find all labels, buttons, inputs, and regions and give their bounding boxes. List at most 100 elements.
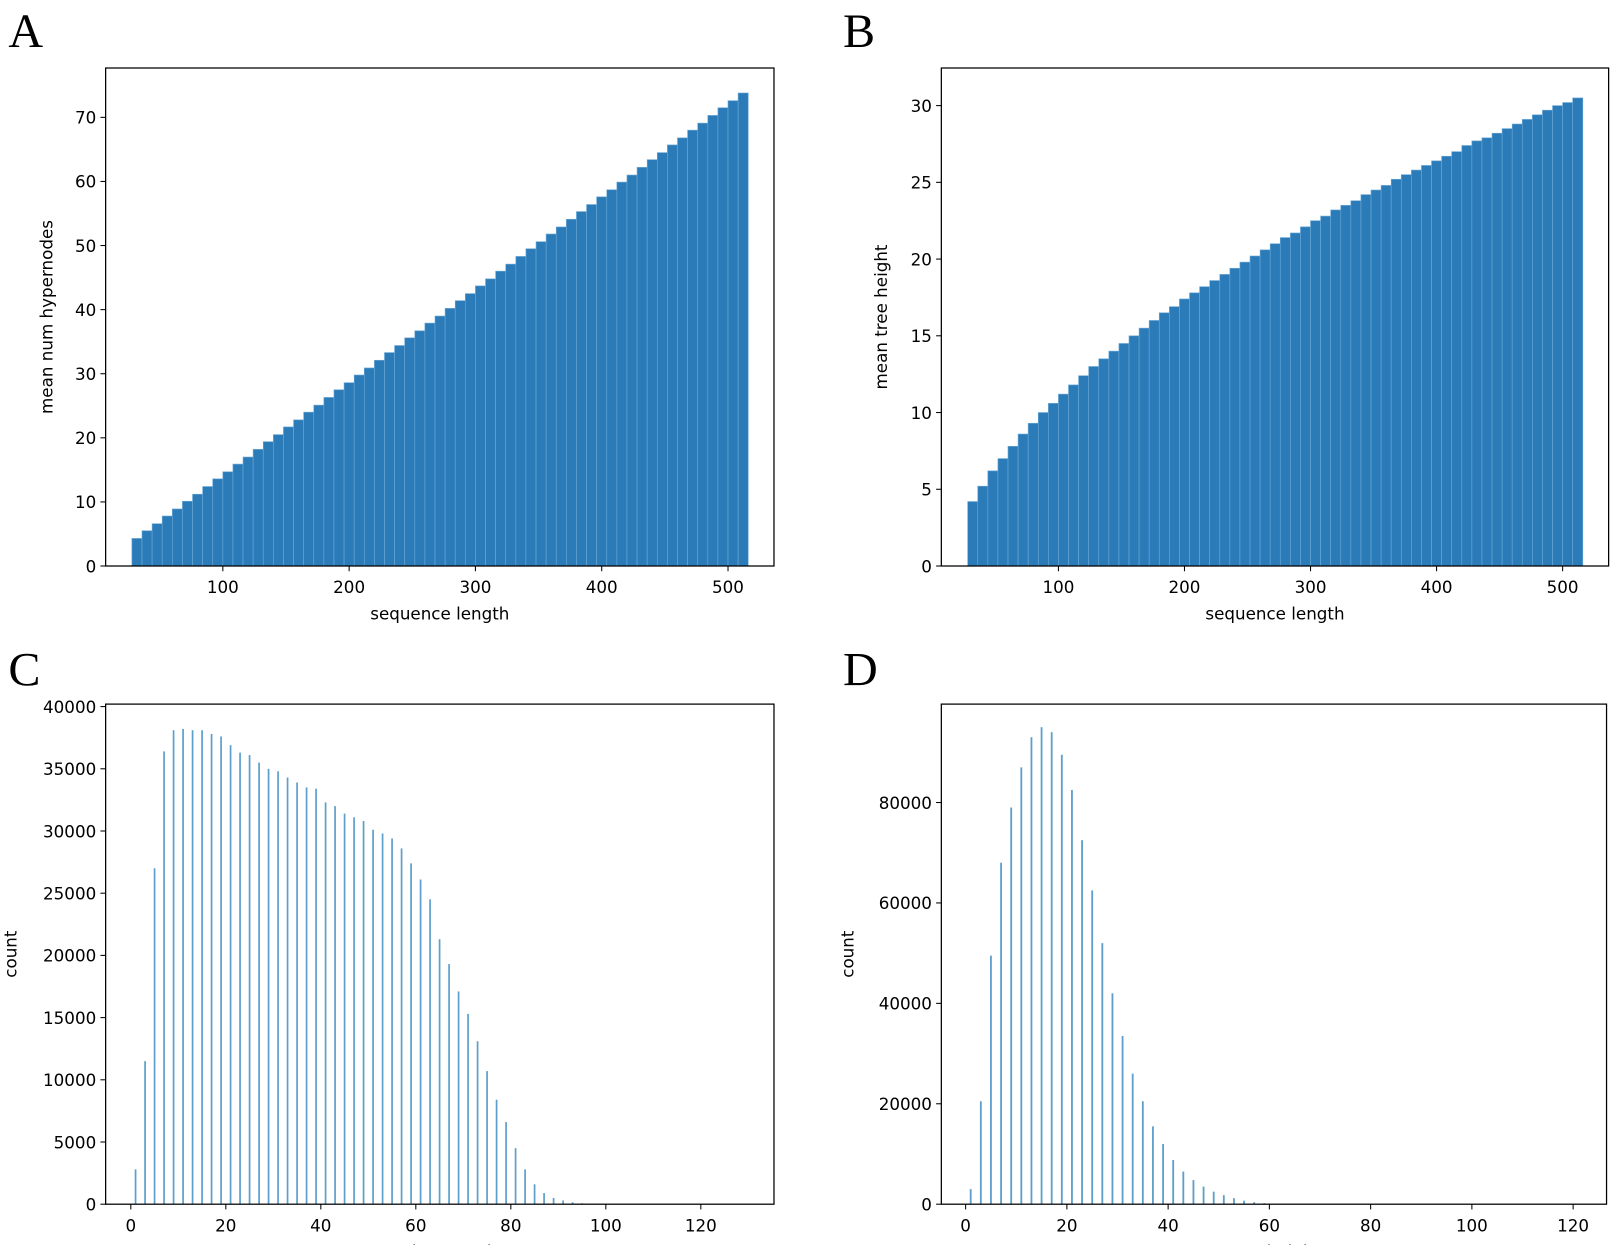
bar <box>429 899 431 1205</box>
panel-letter: B <box>843 5 875 58</box>
bar <box>1491 132 1503 567</box>
bar <box>1521 119 1533 567</box>
bar <box>465 293 476 567</box>
x-tick-label: 300 <box>1295 577 1327 597</box>
bar <box>1091 890 1094 1205</box>
y-tick-label: 15 <box>911 326 932 346</box>
y-tick-label: 50 <box>75 236 96 256</box>
bar <box>1058 393 1069 567</box>
bar <box>495 1099 498 1205</box>
bar <box>1037 412 1049 567</box>
bar <box>566 218 577 567</box>
bar <box>372 829 374 1205</box>
bar <box>1461 145 1473 567</box>
bar <box>562 1200 564 1205</box>
bar <box>391 838 393 1205</box>
bar <box>1572 97 1584 567</box>
bar <box>1243 1200 1245 1205</box>
bar <box>1182 1171 1185 1205</box>
bar <box>141 530 153 567</box>
bar <box>1108 350 1120 567</box>
bar <box>1101 943 1104 1205</box>
bar <box>687 129 699 567</box>
bar <box>1050 732 1053 1205</box>
bar <box>1411 169 1422 567</box>
y-tick-label: 15000 <box>43 1008 96 1028</box>
bar <box>305 787 308 1205</box>
bar <box>1552 105 1563 567</box>
bar <box>1310 220 1321 567</box>
bar <box>596 196 608 567</box>
bar <box>524 1169 526 1205</box>
x-tick-label: 120 <box>685 1215 717 1235</box>
bar <box>1060 754 1063 1205</box>
bar <box>258 762 260 1205</box>
y-axis-label: mean tree height <box>871 244 891 389</box>
bar <box>1239 261 1251 567</box>
bar <box>535 241 547 567</box>
x-tick-label: 0 <box>960 1215 971 1235</box>
bar <box>134 1169 137 1205</box>
y-tick-label: 30 <box>911 96 932 116</box>
panel-letter: A <box>8 5 43 58</box>
bar <box>220 736 222 1205</box>
bar <box>495 270 507 567</box>
bar <box>419 879 422 1205</box>
bar <box>525 248 537 567</box>
bar <box>273 434 284 567</box>
axes-frame <box>105 703 775 1205</box>
bar <box>1421 165 1432 567</box>
bar <box>362 821 365 1205</box>
bar <box>1098 358 1110 567</box>
y-tick-label: 5 <box>921 480 932 500</box>
x-axis-label: tree height <box>1228 1242 1321 1245</box>
x-tick-label: 100 <box>207 577 239 597</box>
bar <box>153 868 156 1205</box>
x-tick-label: 0 <box>125 1215 136 1235</box>
bar <box>334 806 336 1205</box>
y-tick-label: 10000 <box>43 1070 96 1090</box>
x-tick-label: 40 <box>310 1215 331 1235</box>
bar <box>1179 298 1190 567</box>
bar <box>404 337 416 567</box>
x-tick-label: 500 <box>1547 577 1579 597</box>
bar <box>448 964 450 1205</box>
bar <box>1259 249 1271 567</box>
bar <box>252 449 264 567</box>
x-tick-label: 400 <box>586 577 618 597</box>
bar <box>1128 335 1140 567</box>
bar <box>636 167 648 567</box>
x-tick-label: 80 <box>1360 1215 1381 1235</box>
bar <box>191 730 194 1205</box>
bar <box>1451 151 1463 567</box>
bar <box>486 1071 488 1205</box>
bar <box>1131 1073 1134 1205</box>
bar <box>1000 862 1002 1205</box>
x-tick-label: 100 <box>1456 1215 1488 1235</box>
bar <box>457 991 460 1205</box>
bar <box>1441 155 1453 567</box>
x-tick-label: 120 <box>1557 1215 1589 1235</box>
y-tick-label: 80000 <box>879 793 932 813</box>
bar <box>315 788 317 1205</box>
bar <box>1300 226 1311 567</box>
bar <box>1219 274 1231 567</box>
bar <box>1249 255 1261 567</box>
bar <box>1192 1180 1195 1205</box>
bar <box>248 755 251 1205</box>
bar <box>1148 320 1160 567</box>
bar <box>1279 237 1291 567</box>
x-tick-label: 100 <box>1042 577 1074 597</box>
bar <box>1330 209 1342 567</box>
bar <box>374 359 385 567</box>
bar <box>533 1184 536 1205</box>
bar <box>1088 366 1100 567</box>
bar <box>454 300 466 567</box>
bar <box>667 144 678 567</box>
bar <box>163 751 165 1205</box>
bar <box>987 470 999 567</box>
bar <box>1010 807 1013 1205</box>
bar <box>1400 174 1412 567</box>
x-axis-label: sequence length <box>370 603 509 623</box>
